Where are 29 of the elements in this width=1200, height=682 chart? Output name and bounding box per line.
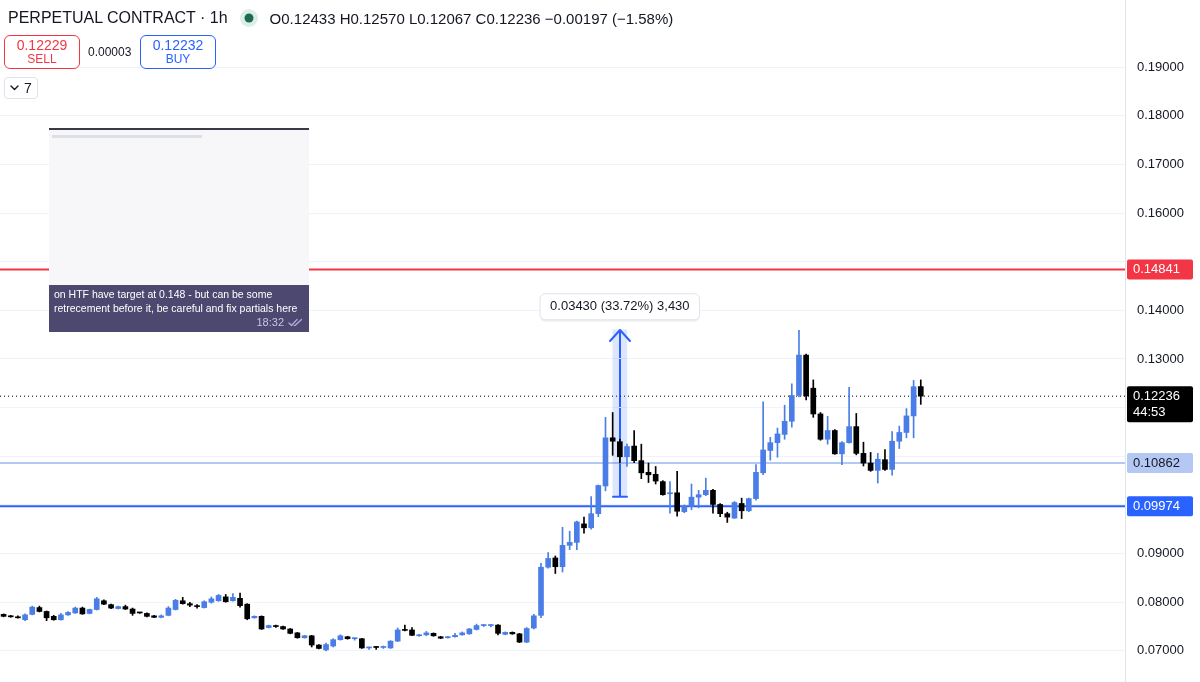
y-tick-label: 0.18000: [1137, 107, 1184, 123]
text: O0.12433 H0.12570 L0.12067 C0.12236 −0.00197 (−1.58%): [269, 9, 674, 27]
message-bubble: on HTF have target at 0.148 - but can be some retrecement before it, be careful and fix partials here 18:32: [49, 285, 309, 332]
y-tick-label: 0.14000: [1137, 301, 1184, 317]
sell-button: 0.12229 SELL: [4, 35, 80, 69]
annotation: 18:32: [256, 315, 284, 330]
collapse-toggle: 7: [4, 77, 38, 99]
buy-button: 0.12232 BUY: [140, 35, 216, 69]
annotation: 0.00003: [88, 45, 132, 59]
ref-line-label: 0.14841: [1133, 261, 1180, 277]
y-tick-label: 0.16000: [1137, 204, 1184, 220]
candlestick: [667, 481, 673, 514]
y-tick-label: 0.19000: [1137, 58, 1184, 74]
annotation: 7: [24, 79, 32, 97]
annotation: SELL: [27, 52, 57, 67]
annotation: on HTF have target at 0.148 - but can be some retrecement before it, be careful and fix partials here: [54, 288, 299, 316]
y-tick-label: 0.17000: [1137, 156, 1184, 171]
y-tick-label: 0.13000: [1137, 350, 1184, 366]
y-tick-label: 0.09000: [1137, 545, 1184, 561]
annotation: BUY: [165, 52, 191, 67]
annotation: 0.12229: [16, 37, 68, 54]
y-tick-label: 0.08000: [1137, 593, 1184, 609]
annotation: 0.12232: [152, 37, 204, 54]
ref-line-label: 0.10862: [1133, 454, 1180, 470]
text: PERPETUAL CONTRACT · 1h: [8, 9, 228, 27]
data-label: 0.03430 (33.72%) 3,430: [550, 298, 690, 314]
ref-line-label: 0.12236 44:53: [1133, 387, 1180, 419]
y-tick-label: 0.07000: [1137, 642, 1184, 658]
ref-line-label: 0.09974: [1133, 497, 1180, 513]
